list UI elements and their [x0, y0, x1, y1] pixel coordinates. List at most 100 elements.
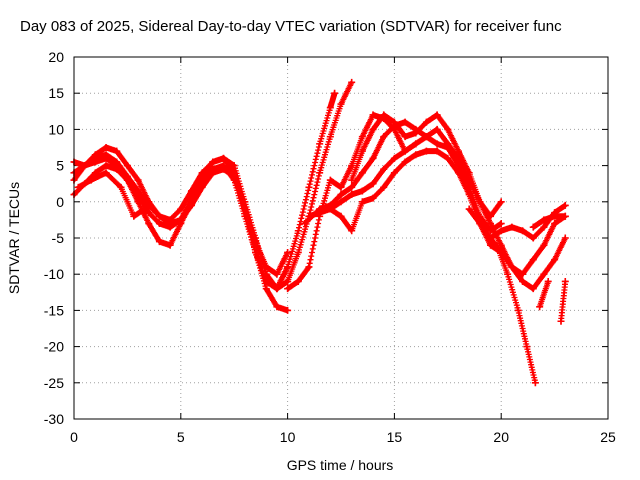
data-point [113, 165, 121, 173]
series-track-12 [348, 111, 505, 220]
x-axis-title: GPS time / hours [287, 457, 394, 473]
data-point [412, 140, 420, 148]
data-point [497, 198, 505, 206]
data-point [284, 285, 292, 293]
data-point [540, 270, 548, 278]
data-point [358, 147, 366, 155]
data-point [134, 198, 142, 206]
y-tick-label: -10 [44, 266, 64, 282]
data-point [284, 277, 292, 285]
data-point [117, 183, 125, 191]
series-track-4 [70, 151, 292, 278]
data-point [536, 303, 544, 311]
data-point [262, 285, 270, 293]
data-point [551, 256, 559, 264]
data-point [465, 169, 473, 177]
data-point [166, 241, 174, 249]
data-point [130, 212, 138, 220]
data-point [519, 270, 527, 278]
data-point [358, 198, 366, 206]
data-point [401, 133, 409, 141]
data-point [177, 216, 185, 224]
data-point [155, 238, 163, 246]
data-point [493, 241, 501, 249]
data-point [380, 165, 388, 173]
data-point [252, 238, 260, 246]
data-point [337, 191, 345, 199]
data-point [529, 234, 537, 242]
data-point [273, 303, 281, 311]
data-point [390, 118, 398, 126]
data-point [145, 209, 153, 217]
data-point [305, 212, 313, 220]
data-point [348, 227, 356, 235]
data-point [523, 343, 531, 351]
data-point [487, 220, 495, 228]
data-point [198, 176, 206, 184]
chart-title: Day 083 of 2025, Sidereal Day-to-day VTE… [20, 18, 562, 35]
data-point [540, 223, 548, 231]
x-tick-label: 20 [493, 429, 509, 445]
y-axis-title: SDTVAR / TECUs [6, 182, 22, 294]
data-point [262, 277, 270, 285]
y-tick-label: 10 [48, 121, 64, 137]
data-point [540, 241, 548, 249]
y-tick-label: -25 [44, 375, 64, 391]
data-point [369, 111, 377, 119]
data-point [433, 125, 441, 133]
data-point [390, 169, 398, 177]
data-point [230, 162, 238, 170]
data-point [508, 263, 516, 271]
data-point [454, 169, 462, 177]
data-point [454, 147, 462, 155]
data-point [380, 183, 388, 191]
plot-frame [73, 56, 609, 420]
data-point [348, 183, 356, 191]
data-point [273, 270, 281, 278]
data-point [123, 162, 131, 170]
data-point [220, 165, 228, 173]
data-point [198, 183, 206, 191]
data-point [91, 154, 99, 162]
series-trace [77, 171, 146, 218]
data-point [102, 144, 110, 151]
data-point [412, 151, 420, 159]
data-point [301, 220, 309, 228]
series-trace [538, 281, 550, 308]
data-point [166, 220, 174, 228]
data-point [401, 118, 409, 126]
data-point [412, 129, 420, 137]
data-point [145, 201, 153, 209]
data-point [348, 176, 356, 184]
data-point [508, 223, 516, 231]
data-point [81, 162, 89, 170]
data-point [433, 140, 441, 148]
x-tick-label: 10 [280, 429, 296, 445]
series-track-17 [557, 277, 569, 325]
data-point [369, 125, 377, 133]
data-point [519, 277, 527, 285]
data-point [337, 212, 345, 220]
data-point [123, 172, 131, 180]
data-point [337, 198, 345, 206]
x-tick-labels: 0 5 10 15 20 25 [70, 429, 616, 445]
y-tick-label: 5 [56, 158, 64, 174]
data-point [102, 151, 110, 159]
y-tick-labels: -30 -25 -20 -15 -10 -5 0 5 10 15 20 [44, 49, 64, 427]
data-point [113, 147, 121, 155]
data-point [444, 140, 452, 148]
data-point [326, 133, 334, 141]
data-point [544, 277, 552, 285]
data-point [465, 205, 473, 213]
data-point [294, 277, 302, 285]
series-track-18 [529, 212, 569, 231]
data-point [390, 154, 398, 162]
data-point [102, 162, 110, 170]
series-track-5 [74, 169, 148, 220]
data-point [561, 201, 569, 209]
x-tick-label: 5 [177, 429, 185, 445]
data-point [401, 147, 409, 155]
data-point [433, 147, 441, 155]
data-point [102, 169, 110, 177]
